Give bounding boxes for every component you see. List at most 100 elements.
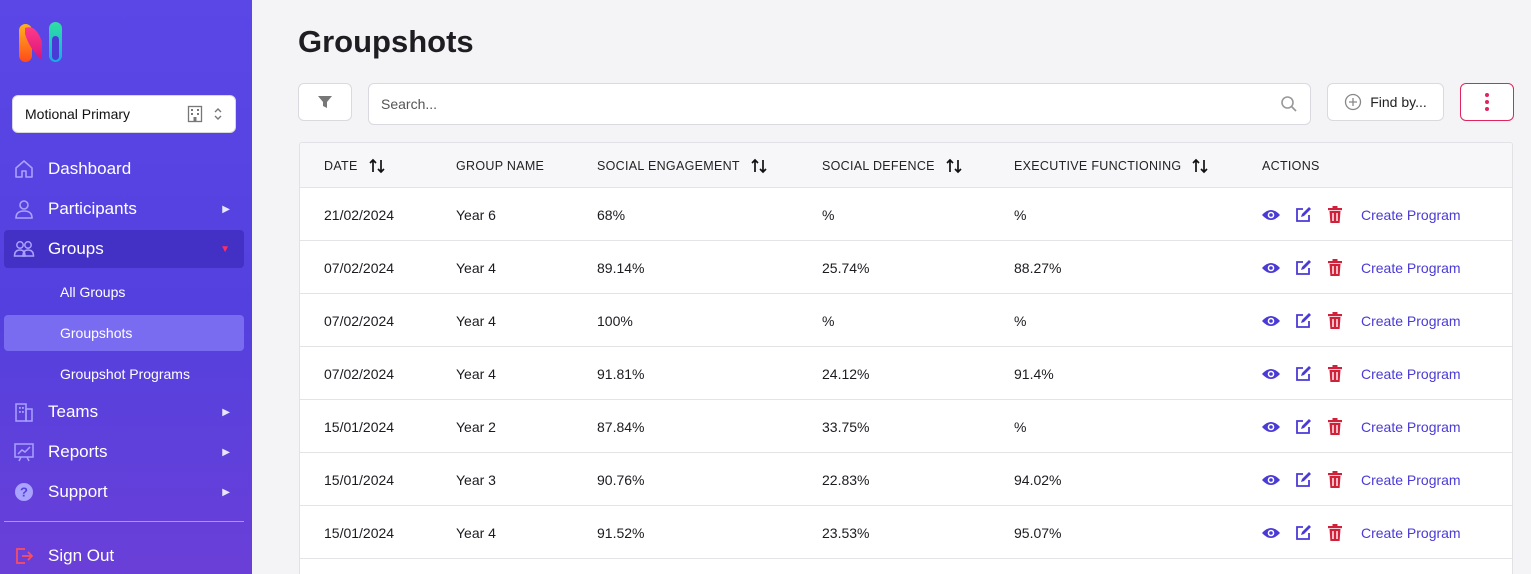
view-icon[interactable] — [1261, 205, 1281, 225]
column-header-date[interactable]: DATE — [324, 143, 386, 188]
create-program-link[interactable]: Create Program — [1361, 206, 1461, 223]
create-program-link[interactable]: Create Program — [1361, 365, 1461, 382]
cell-social-defence: 22.83% — [822, 471, 870, 488]
table-row: 15/01/2024 Year 2 87.84% 33.75% % Create… — [300, 400, 1512, 453]
sidebar-item-reports[interactable]: Reports ▶ — [4, 433, 244, 471]
sidebar-subitem-groupshots[interactable]: Groupshots — [4, 315, 244, 351]
cell-social-defence: 24.12% — [822, 365, 870, 382]
view-icon[interactable] — [1261, 364, 1281, 384]
expand-arrow-icon: ▶ — [222, 446, 230, 458]
cell-executive-functioning: % — [1014, 312, 1027, 329]
view-icon[interactable] — [1261, 311, 1281, 331]
sign-out-button[interactable]: Sign Out — [4, 537, 244, 574]
sidebar-item-teams[interactable]: Teams ▶ — [4, 393, 244, 431]
delete-icon[interactable] — [1325, 417, 1345, 437]
create-program-link[interactable]: Create Program — [1361, 312, 1461, 329]
row-actions: Create Program — [1261, 453, 1461, 506]
home-icon — [12, 157, 36, 181]
create-program-link[interactable]: Create Program — [1361, 259, 1461, 276]
row-actions: Create Program — [1261, 294, 1461, 347]
create-program-link[interactable]: Create Program — [1361, 471, 1461, 488]
cell-executive-functioning: % — [1014, 418, 1027, 435]
cell-social-defence: 25.74% — [822, 259, 870, 276]
sign-out-label: Sign Out — [48, 546, 115, 565]
cell-social-engagement: 90.76% — [597, 471, 645, 488]
edit-icon[interactable] — [1293, 523, 1313, 543]
cell-social-engagement: 89.14% — [597, 259, 645, 276]
person-icon — [12, 197, 36, 221]
column-header-social-engagement[interactable]: SOCIAL ENGAGEMENT — [597, 143, 768, 188]
svg-text:?: ? — [20, 485, 28, 500]
cell-social-engagement: 100% — [597, 312, 633, 329]
sidebar-item-participants[interactable]: Participants ▶ — [4, 190, 244, 228]
expand-arrow-icon: ▶ — [222, 486, 230, 498]
table-row: 15/01/2024 Year 3 90.76% 22.83% 94.02% C… — [300, 453, 1512, 506]
cell-date: 15/01/2024 — [324, 471, 395, 488]
create-program-link[interactable]: Create Program — [1361, 524, 1461, 541]
edit-icon[interactable] — [1293, 364, 1313, 384]
organisation-select[interactable]: Motional Primary — [12, 95, 236, 133]
sidebar-subitem-all-groups[interactable]: All Groups — [4, 274, 244, 310]
find-by-button[interactable]: Find by... — [1327, 83, 1444, 121]
edit-icon[interactable] — [1293, 470, 1313, 490]
view-icon[interactable] — [1261, 523, 1281, 543]
sidebar-item-label: Support — [48, 482, 108, 501]
chart-board-icon — [12, 440, 36, 464]
view-icon[interactable] — [1261, 417, 1281, 437]
column-header-label: SOCIAL DEFENCE — [822, 158, 935, 173]
chevron-updown-icon — [214, 108, 222, 120]
delete-icon[interactable] — [1325, 205, 1345, 225]
cell-executive-functioning: % — [1014, 206, 1027, 223]
edit-icon[interactable] — [1293, 417, 1313, 437]
cell-date: 21/02/2024 — [324, 206, 395, 223]
sidebar-item-label: Reports — [48, 442, 108, 461]
table-row: 21/02/2024 Year 6 68% % % Create Program — [300, 188, 1512, 241]
building-icon — [12, 400, 36, 424]
expand-arrow-icon: ▶ — [222, 406, 230, 418]
delete-icon[interactable] — [1325, 258, 1345, 278]
edit-icon[interactable] — [1293, 311, 1313, 331]
row-actions: Create Program — [1261, 188, 1461, 241]
sidebar-subitem-groupshot-programs[interactable]: Groupshot Programs — [4, 356, 244, 392]
sort-icon — [1192, 158, 1209, 173]
column-header-label: GROUP NAME — [456, 158, 545, 173]
create-program-link[interactable]: Create Program — [1361, 418, 1461, 435]
cell-group-name: Year 4 — [456, 312, 496, 329]
cell-group-name: Year 4 — [456, 259, 496, 276]
column-header-executive-functioning[interactable]: EXECUTIVE FUNCTIONING — [1014, 143, 1209, 188]
search-bar[interactable] — [368, 83, 1311, 125]
row-actions: Create Program — [1261, 506, 1461, 559]
column-header-group-name: GROUP NAME — [456, 143, 544, 188]
view-icon[interactable] — [1261, 258, 1281, 278]
cell-executive-functioning: 94.02% — [1014, 471, 1062, 488]
column-header-label: ACTIONS — [1262, 158, 1320, 173]
table-row: 15/01/2024 Year 4 91.52% 23.53% 95.07% C… — [300, 506, 1512, 559]
sidebar-item-support[interactable]: ? Support ▶ — [4, 473, 244, 511]
search-input[interactable] — [381, 96, 1280, 112]
sidebar-item-dashboard[interactable]: Dashboard — [4, 150, 244, 188]
sidebar-item-label: Teams — [48, 402, 99, 421]
filter-button[interactable] — [298, 83, 352, 121]
groupshots-table: DATE GROUP NAME SOCIAL ENGAGEMENT SOCIAL… — [299, 142, 1513, 574]
delete-icon[interactable] — [1325, 470, 1345, 490]
view-icon[interactable] — [1261, 470, 1281, 490]
more-options-button[interactable] — [1460, 83, 1514, 121]
column-header-social-defence[interactable]: SOCIAL DEFENCE — [822, 143, 963, 188]
delete-icon[interactable] — [1325, 523, 1345, 543]
page-title: Groupshots — [298, 24, 474, 59]
building-icon — [187, 105, 203, 123]
cell-executive-functioning: 91.4% — [1014, 365, 1054, 382]
sidebar-item-groups[interactable]: Groups ▼ — [4, 230, 244, 268]
sidebar-item-label: Participants — [48, 199, 137, 218]
table-row: 07/02/2024 Year 4 89.14% 25.74% 88.27% C… — [300, 241, 1512, 294]
delete-icon[interactable] — [1325, 364, 1345, 384]
edit-icon[interactable] — [1293, 258, 1313, 278]
cell-group-name: Year 4 — [456, 365, 496, 382]
cell-social-engagement: 87.84% — [597, 418, 645, 435]
cell-group-name: Year 2 — [456, 418, 496, 435]
cell-social-defence: % — [822, 206, 835, 223]
people-icon — [12, 237, 36, 261]
delete-icon[interactable] — [1325, 311, 1345, 331]
app-logo — [19, 22, 62, 62]
edit-icon[interactable] — [1293, 205, 1313, 225]
